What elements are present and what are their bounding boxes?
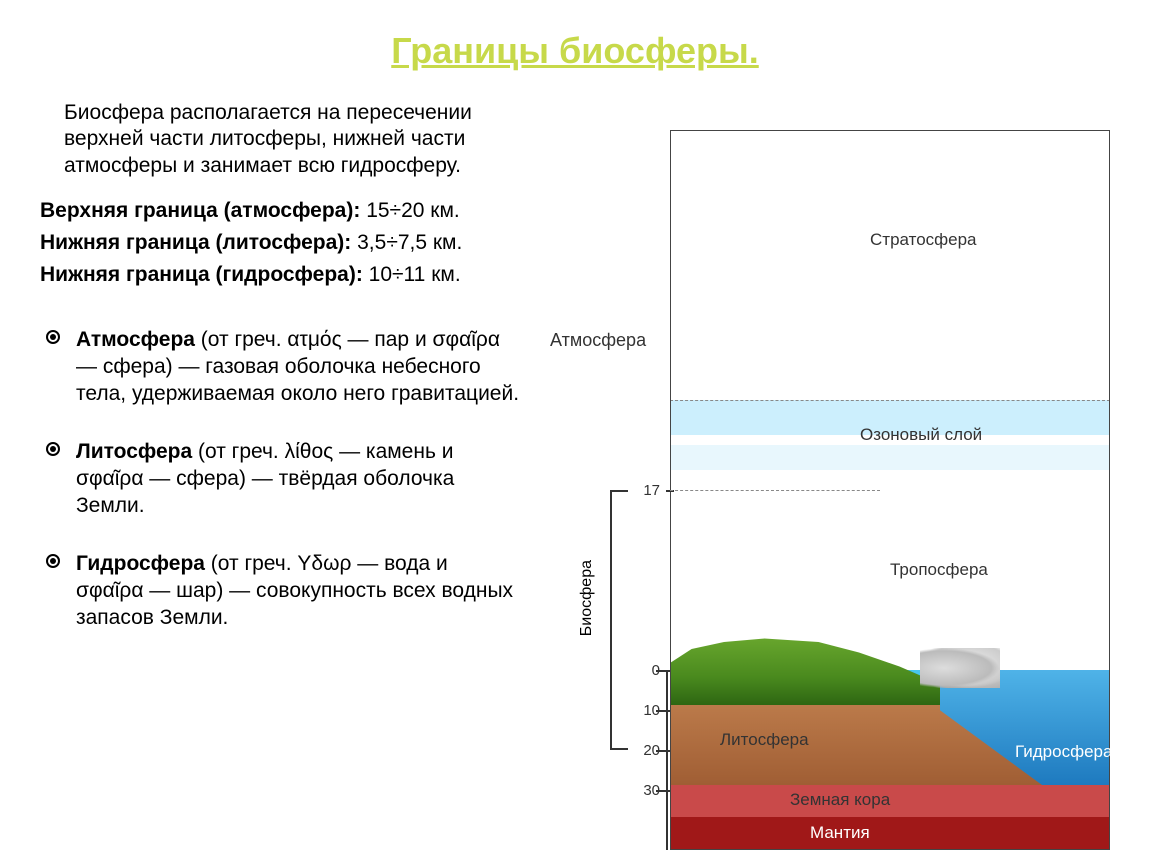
biosphere-diagram: Стратосфера Атмосфера Озоновый слой Троп… xyxy=(560,130,1120,850)
boundary-value: 15÷20 км. xyxy=(366,199,460,222)
main-container: Биосфера располагается на пересечении ве… xyxy=(0,0,1150,864)
definition-name: Литосфера xyxy=(76,440,192,463)
depth-axis xyxy=(666,670,668,850)
text-column: Биосфера располагается на пересечении ве… xyxy=(40,30,530,844)
biosphere-bracket-icon xyxy=(610,490,628,750)
layer-stratosphere xyxy=(670,130,1110,400)
label-mantle: Мантия xyxy=(810,823,870,843)
label-stratosphere: Стратосфера xyxy=(870,230,977,250)
boundary-value: 3,5÷7,5 км. xyxy=(357,231,462,254)
definitions-list: Атмосфера (от греч. ατμός — пар и σφαῖρα… xyxy=(40,326,520,632)
boundary-atmosphere: Верхняя граница (атмосфера): 15÷20 км. xyxy=(40,197,520,225)
dash-17 xyxy=(670,490,880,491)
boundary-label: Нижняя граница (литосфера): xyxy=(40,231,351,254)
label-ozone: Озоновый слой xyxy=(860,425,982,445)
bullet-icon xyxy=(46,442,60,456)
intro-paragraph: Биосфера располагается на пересечении ве… xyxy=(40,100,520,179)
boundary-label: Нижняя граница (гидросфера): xyxy=(40,263,363,286)
boundary-lithosphere: Нижняя граница (литосфера): 3,5÷7,5 км. xyxy=(40,229,520,257)
label-lithosphere: Литосфера xyxy=(720,730,809,750)
ozone-lower xyxy=(670,445,1110,470)
definition-name: Гидросфера xyxy=(76,552,205,575)
definition-atmosphere: Атмосфера (от греч. ατμός — пар и σφαῖρα… xyxy=(40,326,520,408)
label-troposphere: Тропосфера xyxy=(890,560,988,580)
boundary-label: Верхняя граница (атмосфера): xyxy=(40,199,360,222)
frame-top xyxy=(670,130,1110,131)
label-biosphere: Биосфера xyxy=(578,560,596,636)
label-atmosphere: Атмосфера xyxy=(550,330,646,351)
diagram-column: Стратосфера Атмосфера Озоновый слой Троп… xyxy=(530,30,1130,844)
cloud-icon xyxy=(920,648,1000,688)
definition-lithosphere: Литосфера (от греч. λίθος — камень и σφα… xyxy=(40,438,520,520)
boundary-hydrosphere: Нижняя граница (гидросфера): 10÷11 км. xyxy=(40,261,520,289)
boundary-value: 10÷11 км. xyxy=(369,263,461,286)
definition-name: Атмосфера xyxy=(76,328,195,351)
bullet-icon xyxy=(46,554,60,568)
tick-label-30: 30 xyxy=(620,782,660,799)
definition-hydrosphere: Гидросфера (от греч. Yδωρ — вода и σφαῖρ… xyxy=(40,550,520,632)
bullet-icon xyxy=(46,330,60,344)
layer-mantle xyxy=(670,817,1110,850)
label-hydrosphere: Гидросфера xyxy=(1015,742,1112,762)
label-crust: Земная кора xyxy=(790,790,890,810)
ozone-dash-top xyxy=(670,400,1110,401)
